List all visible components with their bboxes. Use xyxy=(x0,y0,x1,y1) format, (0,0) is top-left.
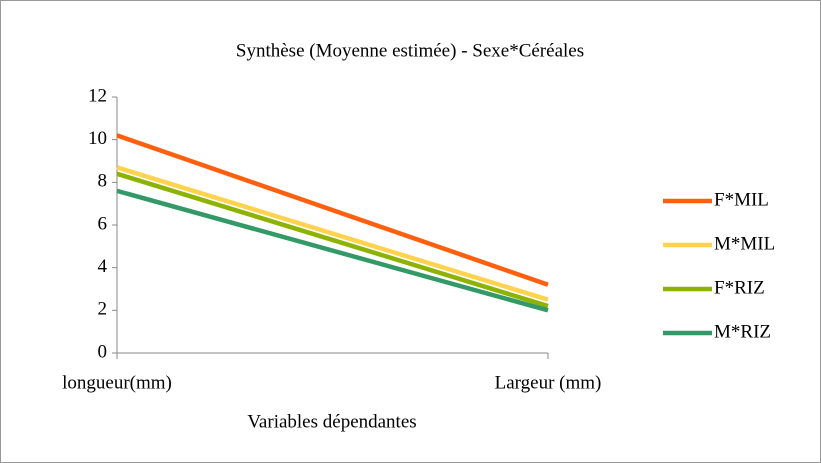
y-tick-label: 4 xyxy=(98,256,108,277)
chart-title: Synthèse (Moyenne estimée) - Sexe*Céréal… xyxy=(236,40,584,61)
x-tick-label: longueur(mm) xyxy=(62,372,172,393)
y-tick-label: 0 xyxy=(98,341,108,362)
y-tick-label: 2 xyxy=(98,299,108,320)
series-line xyxy=(116,165,549,302)
x-axis-label: Variables dépendantes xyxy=(247,411,416,432)
series-line xyxy=(116,188,549,313)
y-tick-label: 6 xyxy=(98,213,108,234)
series-line xyxy=(116,171,549,309)
legend-label: M*MIL xyxy=(714,233,775,254)
legend-label: F*MIL xyxy=(714,189,769,210)
y-tick-label: 10 xyxy=(88,128,107,149)
x-tick-label: Largeur (mm) xyxy=(495,372,602,393)
series-line xyxy=(116,133,549,287)
legend-label: F*RIZ xyxy=(714,277,765,298)
y-tick-label: 8 xyxy=(98,171,108,192)
legend-label: M*RIZ xyxy=(714,321,771,342)
y-tick-label: 12 xyxy=(88,85,107,106)
